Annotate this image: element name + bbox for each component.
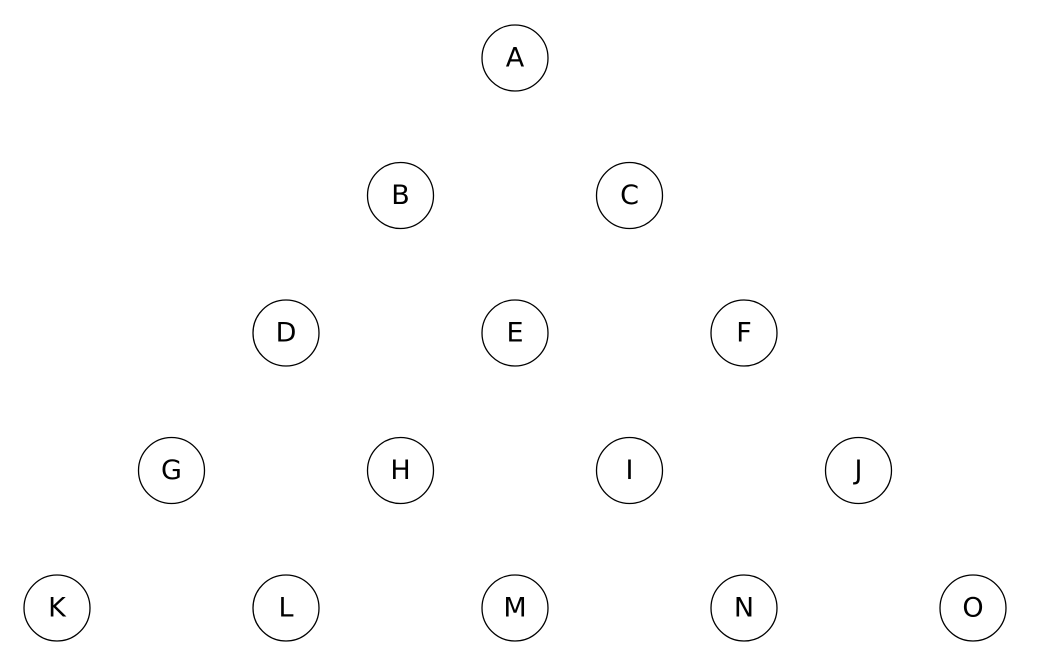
node-circle <box>939 574 1007 642</box>
node-label: F <box>736 318 752 349</box>
node-o: O <box>939 574 1007 642</box>
node-e: E <box>481 299 549 367</box>
node-d: D <box>252 299 320 367</box>
node-circle <box>366 161 435 230</box>
node-label: D <box>276 318 297 349</box>
node-circle <box>252 299 320 367</box>
node-circle <box>710 299 778 367</box>
node-j: J <box>824 436 893 505</box>
node-circle <box>595 161 664 230</box>
node-label: B <box>391 180 410 211</box>
node-circle <box>824 436 893 505</box>
node-label: A <box>506 43 525 74</box>
node-circle <box>23 574 91 642</box>
node-label: N <box>734 593 754 624</box>
node-label: H <box>390 455 410 486</box>
node-circle <box>366 436 435 505</box>
node-circle <box>481 299 549 367</box>
node-label: L <box>278 593 293 624</box>
node-circle <box>137 436 206 505</box>
node-circle <box>710 574 778 642</box>
node-h: H <box>366 436 435 505</box>
node-k: K <box>23 574 91 642</box>
node-circle <box>595 436 664 505</box>
node-label: C <box>620 180 639 211</box>
node-m: M <box>481 574 549 642</box>
node-b: B <box>366 161 435 230</box>
node-label: O <box>962 593 983 624</box>
node-c: C <box>595 161 664 230</box>
node-g: G <box>137 436 206 505</box>
node-label: G <box>161 455 182 486</box>
diagram-nodes: A B C D E F G H I J K L M N O <box>23 24 1007 642</box>
node-label: M <box>503 593 526 624</box>
node-label: I <box>626 455 634 486</box>
node-label: J <box>853 455 863 486</box>
node-f: F <box>710 299 778 367</box>
node-circle <box>481 24 549 92</box>
node-n: N <box>710 574 778 642</box>
node-l: L <box>252 574 320 642</box>
node-a: A <box>481 24 549 92</box>
node-circle <box>481 574 549 642</box>
node-label: E <box>506 318 523 349</box>
node-label: K <box>48 593 67 624</box>
node-circle <box>252 574 320 642</box>
node-i: I <box>595 436 664 505</box>
